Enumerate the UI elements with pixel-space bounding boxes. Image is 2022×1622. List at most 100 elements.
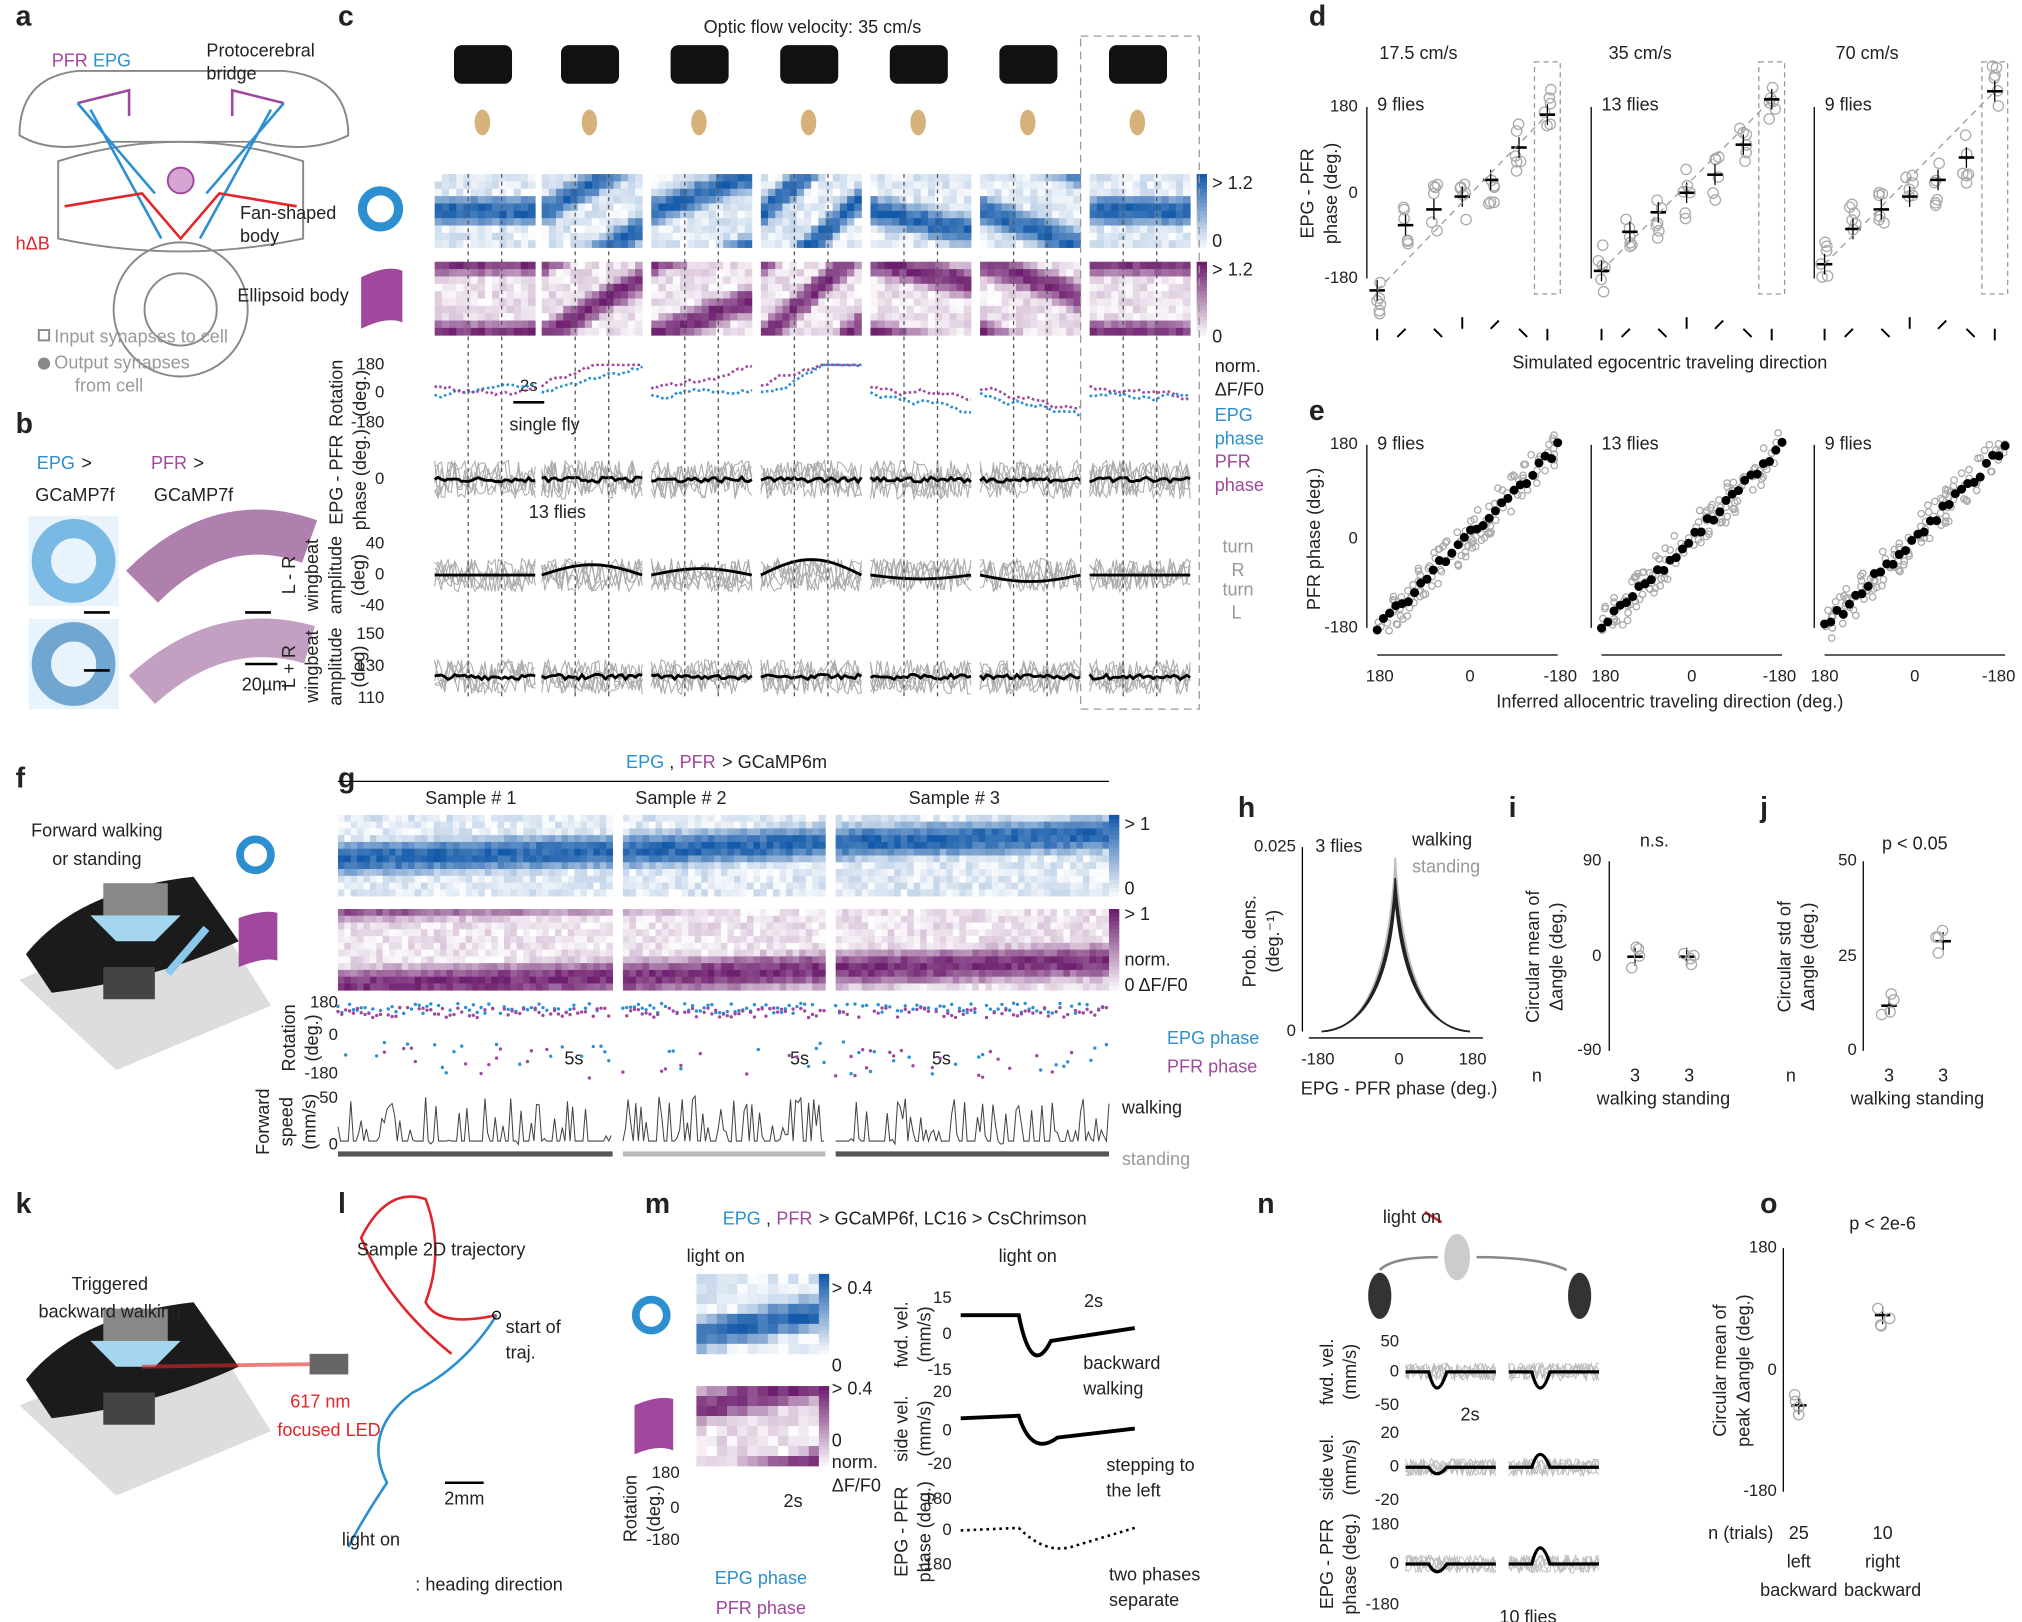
phase-dot — [603, 1050, 607, 1054]
heatmap-cell — [688, 915, 696, 923]
heatmap-cell — [786, 889, 794, 897]
heatmap-cell — [942, 240, 950, 248]
heatmap-cell — [680, 269, 688, 277]
heatmap-cell — [459, 976, 467, 984]
heatmap-cell — [1050, 835, 1058, 843]
heatmap-cell — [714, 869, 722, 877]
heatmap-cell — [593, 828, 601, 836]
heatmap-cell — [994, 298, 1002, 307]
heatmap-cell — [942, 269, 950, 277]
heatmap-cell — [740, 882, 748, 890]
heatmap-cell — [1066, 225, 1074, 234]
heatmap-cell — [510, 841, 518, 850]
heatmap-cell — [1168, 232, 1177, 241]
heatmap-cell — [1043, 869, 1051, 877]
trial-trace — [434, 459, 536, 499]
heatmap-cell — [555, 821, 562, 829]
heatmap-cell — [1059, 269, 1067, 277]
heatmap-cell — [913, 174, 922, 182]
heatmap-cell — [662, 922, 670, 930]
heatmap-cell — [842, 875, 850, 883]
heatmap-cell — [606, 848, 613, 856]
heatmap-cell — [920, 848, 928, 856]
heatmap-cell — [433, 942, 441, 950]
heatmap-cell — [520, 181, 529, 190]
heatmap-cell — [913, 313, 922, 321]
heatmap-cell — [376, 814, 384, 823]
label: 20 — [933, 1382, 952, 1401]
heatmap-cell — [433, 936, 441, 944]
heatmap-cell — [414, 814, 422, 823]
heatmap-cell — [459, 922, 467, 930]
heatmap-cell — [434, 232, 443, 241]
heatmap-cell — [733, 915, 741, 923]
heatmap-cell — [1132, 276, 1141, 285]
heatmap-cell — [1082, 828, 1090, 836]
heatmap-cell — [935, 181, 943, 190]
heatmap-cell — [1008, 181, 1017, 190]
heatmap-cell — [668, 814, 676, 823]
heatmap-cell — [449, 320, 457, 329]
heatmap-cell — [478, 862, 486, 870]
heatmap-cell — [420, 983, 428, 991]
heatmap-cell — [779, 929, 787, 937]
heatmap-cell — [599, 174, 607, 182]
heatmap-cell — [870, 210, 879, 219]
heatmap-cell — [642, 875, 650, 883]
heatmap-cell — [842, 882, 850, 890]
heatmap-cell — [818, 942, 826, 950]
heatmap-cell — [350, 942, 358, 950]
heatmap-cell — [591, 174, 600, 182]
heatmap-cell — [577, 203, 586, 212]
heatmap-cell — [622, 875, 630, 883]
heatmap-cell — [832, 196, 841, 204]
label: 20µm — [242, 675, 288, 695]
heatmap-cell — [1183, 196, 1191, 204]
heatmap-cell — [470, 181, 479, 190]
heatmap-cell — [591, 240, 600, 248]
heatmap-cell — [567, 908, 575, 917]
heatmap-cell — [811, 305, 819, 314]
heatmap-cell — [465, 828, 473, 836]
heatmap-cell — [548, 875, 556, 883]
heatmap-cell — [389, 915, 396, 923]
heatmap-cell — [681, 969, 689, 978]
heatmap-cell — [427, 855, 435, 863]
heatmap-cell — [842, 835, 850, 843]
heatmap-cell — [555, 936, 562, 944]
label: light on — [687, 1246, 745, 1266]
heatmap-cell — [861, 882, 869, 890]
heatmap-cell — [497, 908, 505, 917]
heatmap-cell — [779, 908, 787, 917]
heatmap-cell — [1139, 276, 1148, 285]
panel-label: j — [1759, 792, 1768, 824]
heatmap-cell — [1154, 261, 1162, 270]
heatmap-cell — [516, 882, 524, 890]
label: 17.5 cm/s — [1379, 43, 1457, 63]
heatmap-cell — [884, 261, 893, 270]
heatmap-cell — [811, 225, 819, 234]
heatmap-cell — [542, 983, 550, 991]
heatmap-cell — [847, 269, 855, 277]
heatmap-cell — [688, 983, 696, 991]
heatmap-cell — [516, 942, 524, 950]
heatmap-cell — [949, 305, 958, 314]
heatmap-cell — [825, 298, 834, 307]
heatmap-cell — [899, 188, 907, 197]
heatmap-cell — [649, 922, 656, 930]
heatmap-cell — [847, 305, 855, 314]
heatmap-cell — [792, 969, 800, 978]
heatmap-cell — [926, 835, 934, 843]
heatmap-cell — [839, 313, 848, 321]
phase-dot — [444, 1015, 448, 1019]
heatmap-cell — [369, 828, 377, 836]
heatmap-cell — [465, 956, 473, 964]
heatmap-cell — [548, 174, 557, 182]
panel-label: c — [338, 1, 354, 33]
phase-dot — [671, 1049, 675, 1053]
colorbar — [1196, 199, 1207, 204]
heatmap-cell — [839, 276, 848, 285]
heatmap-cell — [786, 821, 794, 829]
heatmap-cell — [980, 291, 988, 299]
heatmap-cell — [1168, 276, 1177, 285]
